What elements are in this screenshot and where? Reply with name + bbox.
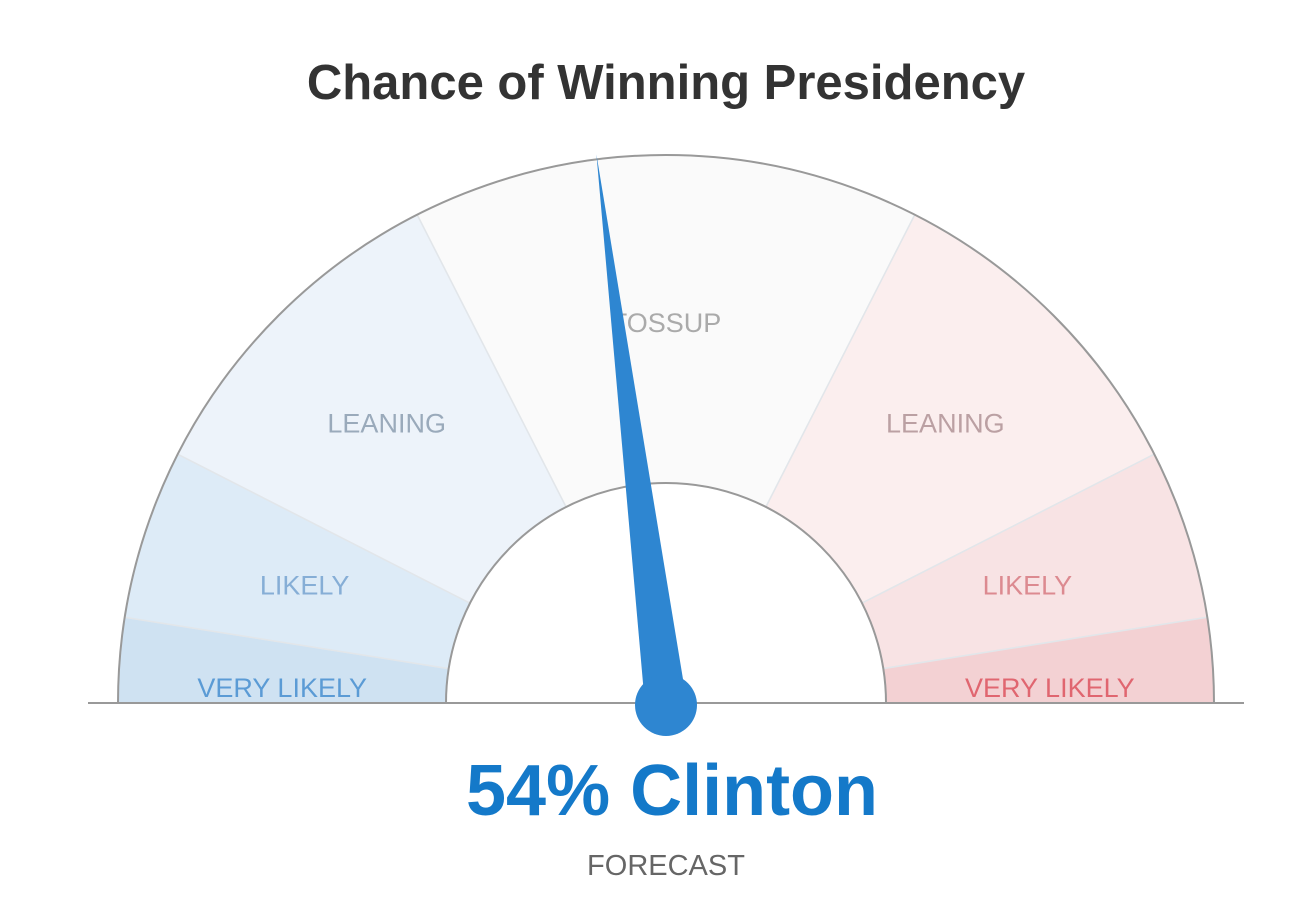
- forecast-result: 54% Clinton: [466, 751, 878, 831]
- zone-label-left-very-likely: VERY LIKELY: [197, 673, 367, 703]
- gauge-needle-hub: [635, 674, 697, 736]
- gauge-zones: [88, 154, 1244, 704]
- gauge-inner-arc: [445, 482, 887, 704]
- gauge-needle-group: [596, 154, 697, 736]
- gauge-outer-arc: [117, 154, 1215, 704]
- zone-label-left-leaning: LEANING: [327, 409, 446, 439]
- zone-label-right-likely: LIKELY: [983, 571, 1073, 601]
- gauge-zone-labels: VERY LIKELY LIKELY LEANING TOSSUP LEANING LIK…: [197, 308, 1134, 703]
- chart-title: Chance of Winning Presidency: [307, 56, 1025, 110]
- forecast-label: FORECAST: [587, 850, 745, 882]
- zone-label-right-leaning: LEANING: [886, 409, 1005, 439]
- gauge-needle: [596, 154, 687, 708]
- zone-label-left-likely: LIKELY: [260, 571, 350, 601]
- zone-label-right-very-likely: VERY LIKELY: [965, 673, 1135, 703]
- zone-label-center-tossup: TOSSUP: [611, 308, 722, 338]
